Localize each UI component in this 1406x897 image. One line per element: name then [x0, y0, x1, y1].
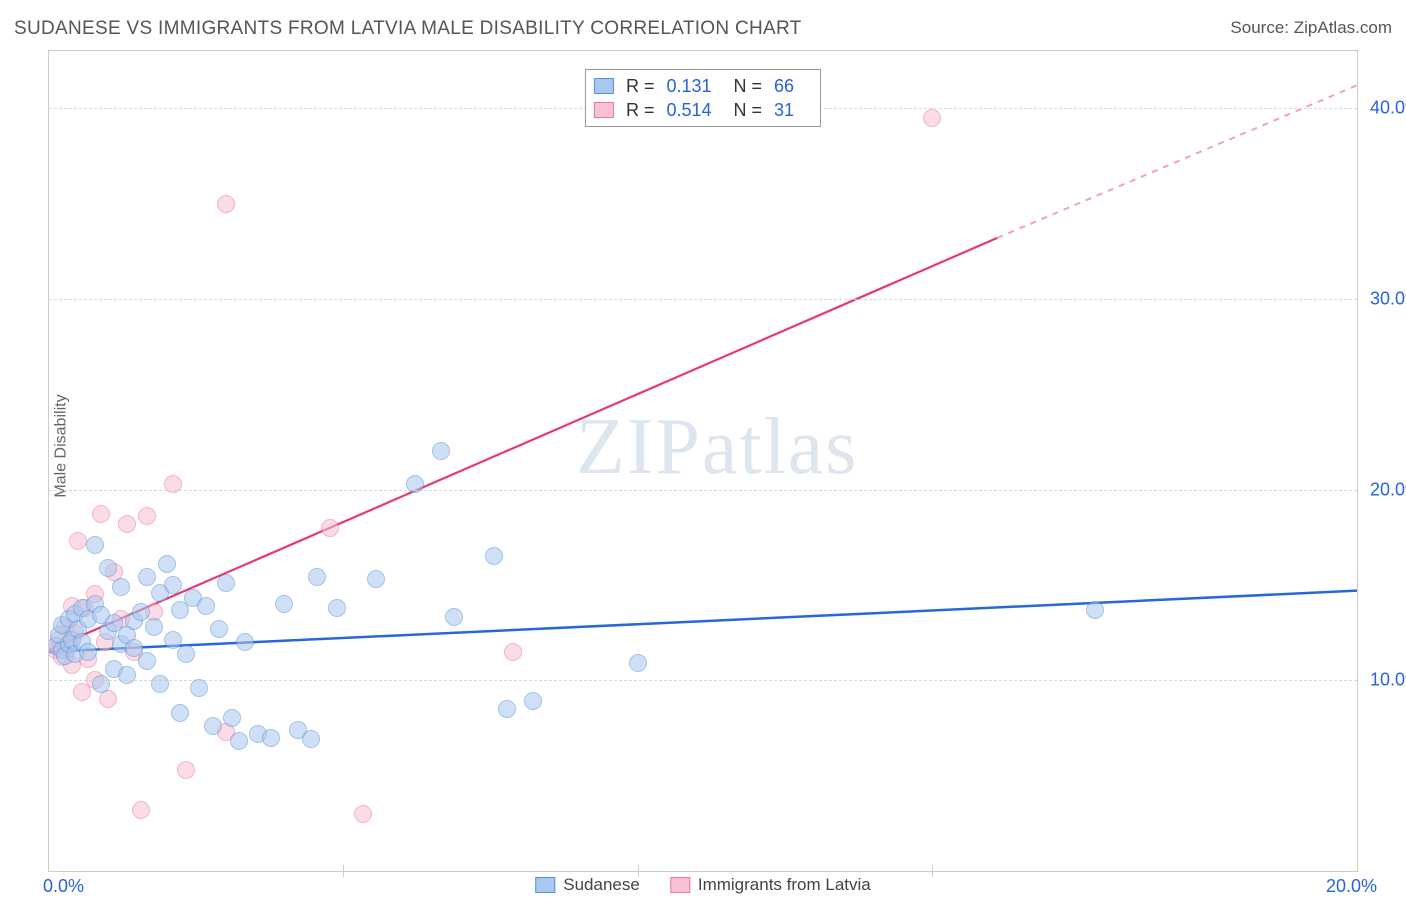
data-point [230, 732, 248, 750]
data-point [99, 559, 117, 577]
x-axis-tick-right: 20.0% [1326, 876, 1377, 897]
data-point [485, 547, 503, 565]
data-point [138, 507, 156, 525]
data-point [197, 597, 215, 615]
data-point [118, 666, 136, 684]
legend-bottom-item-sudanese: Sudanese [535, 875, 640, 895]
legend-top-row-2: R = 0.514 N = 31 [594, 98, 808, 122]
legend-R-label: R = [626, 98, 655, 122]
legend-label-sudanese: Sudanese [563, 875, 640, 895]
data-point [406, 475, 424, 493]
legend-N-value: 66 [774, 74, 794, 98]
legend-bottom: Sudanese Immigrants from Latvia [535, 875, 870, 895]
data-point [354, 805, 372, 823]
chart-frame: ZIPatlas R = 0.131 N = 66 R = 0.514 N = … [48, 50, 1358, 872]
legend-R-label: R = [626, 74, 655, 98]
legend-R-value: 0.131 [666, 74, 711, 98]
data-point [498, 700, 516, 718]
data-point [177, 761, 195, 779]
x-axis-tick-mark [343, 865, 344, 877]
chart-header: SUDANESE VS IMMIGRANTS FROM LATVIA MALE … [14, 18, 1392, 40]
data-point [177, 645, 195, 663]
data-point [432, 442, 450, 460]
gridline-y [49, 490, 1357, 491]
data-point [79, 643, 97, 661]
data-point [210, 620, 228, 638]
y-axis-tick: 20.0% [1370, 479, 1406, 500]
legend-N-label: N = [734, 74, 763, 98]
legend-top-row-1: R = 0.131 N = 66 [594, 74, 808, 98]
data-point [190, 679, 208, 697]
data-point [92, 505, 110, 523]
data-point [923, 109, 941, 127]
data-point [504, 643, 522, 661]
data-point [164, 576, 182, 594]
data-point [132, 603, 150, 621]
data-point [145, 618, 163, 636]
data-point [92, 675, 110, 693]
gridline-y [49, 680, 1357, 681]
legend-swatch-sudanese [594, 78, 614, 94]
x-axis-tick-left: 0.0% [43, 876, 84, 897]
data-point [171, 704, 189, 722]
legend-label-latvia: Immigrants from Latvia [698, 875, 871, 895]
data-point [262, 729, 280, 747]
data-point [132, 801, 150, 819]
data-point [86, 536, 104, 554]
legend-top: R = 0.131 N = 66 R = 0.514 N = 31 [585, 69, 821, 127]
data-point [158, 555, 176, 573]
data-point [164, 475, 182, 493]
x-axis-tick-mark [638, 865, 639, 877]
y-axis-tick: 10.0% [1370, 670, 1406, 691]
data-point [204, 717, 222, 735]
data-point [223, 709, 241, 727]
data-point [217, 574, 235, 592]
data-point [151, 675, 169, 693]
legend-swatch-latvia [594, 102, 614, 118]
y-axis-tick: 30.0% [1370, 288, 1406, 309]
data-point [118, 515, 136, 533]
legend-swatch-sudanese [535, 877, 555, 893]
data-point [112, 578, 130, 596]
data-point [302, 730, 320, 748]
legend-N-value: 31 [774, 98, 794, 122]
y-axis-tick: 40.0% [1370, 98, 1406, 119]
data-point [217, 195, 235, 213]
chart-source: Source: ZipAtlas.com [1230, 18, 1392, 38]
source-label: Source: [1230, 18, 1289, 37]
legend-swatch-latvia [670, 877, 690, 893]
source-name: ZipAtlas.com [1294, 18, 1392, 37]
data-point [367, 570, 385, 588]
data-point [236, 633, 254, 651]
data-point [138, 652, 156, 670]
data-point [69, 532, 87, 550]
data-point [524, 692, 542, 710]
gridline-y [49, 299, 1357, 300]
watermark: ZIPatlas [576, 402, 859, 493]
x-axis-tick-mark [932, 865, 933, 877]
plot-area: ZIPatlas [49, 51, 1357, 871]
legend-N-label: N = [734, 98, 763, 122]
data-point [138, 568, 156, 586]
data-point [445, 608, 463, 626]
data-point [321, 519, 339, 537]
data-point [308, 568, 326, 586]
chart-title: SUDANESE VS IMMIGRANTS FROM LATVIA MALE … [14, 18, 802, 40]
data-point [1086, 601, 1104, 619]
data-point [275, 595, 293, 613]
legend-R-value: 0.514 [666, 98, 711, 122]
data-point [629, 654, 647, 672]
data-point [328, 599, 346, 617]
legend-bottom-item-latvia: Immigrants from Latvia [670, 875, 871, 895]
